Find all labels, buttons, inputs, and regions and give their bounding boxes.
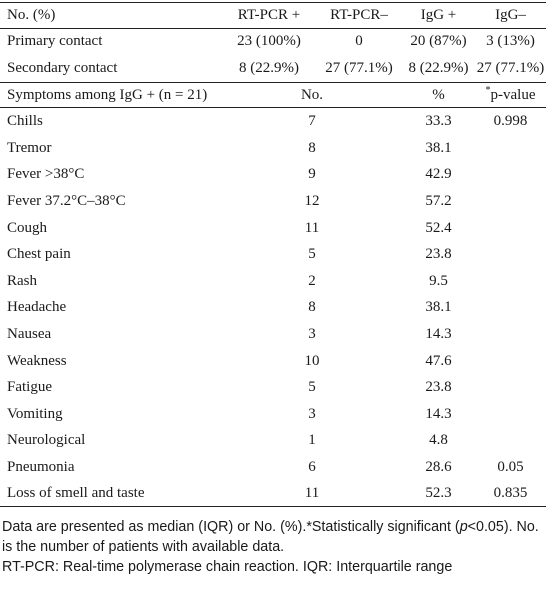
symptom-percent: 57.2 bbox=[425, 192, 452, 209]
contact-label: Secondary contact bbox=[7, 59, 118, 76]
table-row: Chest pain 5 23.8 bbox=[0, 241, 546, 268]
header-igg-negative: IgG– bbox=[495, 6, 526, 23]
table-footnote: Data are presented as median (IQR) or No… bbox=[2, 517, 542, 577]
symptom-header-pvalue: *p-value bbox=[475, 84, 546, 104]
table-row: Headache 8 38.1 bbox=[0, 295, 546, 322]
symptom-count: 11 bbox=[304, 484, 320, 501]
symptom-percent: 33.3 bbox=[425, 113, 452, 130]
table-row: Pneumonia 6 28.6 0.05 bbox=[0, 454, 546, 481]
symptom-label: Loss of smell and taste bbox=[7, 484, 145, 501]
symptom-label: Chest pain bbox=[7, 246, 71, 263]
symptom-percent: 14.3 bbox=[425, 325, 452, 342]
symptom-count: 5 bbox=[308, 246, 316, 263]
symptom-count: 3 bbox=[308, 405, 316, 422]
symptom-label: Tremor bbox=[7, 139, 52, 156]
symptom-count: 12 bbox=[304, 192, 320, 209]
symptom-count: 7 bbox=[308, 113, 316, 130]
symptom-count: 11 bbox=[304, 219, 320, 236]
rt-pcr-positive-value: 8 (22.9%) bbox=[239, 59, 299, 76]
table-row: Tremor 8 38.1 bbox=[0, 135, 546, 162]
symptom-count: 8 bbox=[308, 139, 316, 156]
symptom-pvalue: 0.998 bbox=[493, 113, 528, 130]
pvalue-label: p-value bbox=[490, 86, 536, 103]
table-row: Fever 37.2°C–38°C 12 57.2 bbox=[0, 188, 546, 215]
footnote-text-a: Data are presented as median (IQR) or No… bbox=[2, 519, 460, 535]
igg-positive-value: 20 (87%) bbox=[410, 33, 467, 50]
symptom-percent: 38.1 bbox=[425, 299, 452, 316]
symptom-label: Fever 37.2°C–38°C bbox=[7, 192, 126, 209]
symptom-label: Rash bbox=[7, 272, 37, 289]
results-table: No. (%) RT-PCR + RT-PCR– IgG + IgG– Prim… bbox=[0, 2, 546, 508]
symptom-percent: 47.6 bbox=[425, 352, 452, 369]
header-rt-pcr-positive: RT-PCR + bbox=[237, 6, 301, 23]
table-row: Secondary contact 8 (22.9%) 27 (77.1%) 8 (2… bbox=[0, 55, 546, 82]
contact-rows: Primary contact 23 (100%) 0 20 (87%) 3 (13%)… bbox=[0, 29, 546, 82]
symptom-label: Vomiting bbox=[7, 405, 63, 422]
table-row: Neurological 1 4.8 bbox=[0, 428, 546, 455]
pvalue-asterisk: * bbox=[485, 84, 491, 96]
symptom-label: Headache bbox=[7, 299, 67, 316]
symptom-count: 5 bbox=[308, 379, 316, 396]
footnote-line-2: RT-PCR: Real-time polymerase chain react… bbox=[2, 559, 453, 575]
symptom-pvalue: 0.05 bbox=[497, 458, 524, 475]
rt-pcr-positive-value: 23 (100%) bbox=[237, 33, 301, 50]
footnote-p-italic: p bbox=[459, 519, 468, 535]
symptom-percent: 4.8 bbox=[429, 432, 448, 449]
igg-negative-value: 27 (77.1%) bbox=[476, 59, 545, 76]
table-header-row: No. (%) RT-PCR + RT-PCR– IgG + IgG– bbox=[0, 2, 546, 29]
rt-pcr-negative-value: 0 bbox=[355, 33, 363, 50]
table-row: Nausea 3 14.3 bbox=[0, 321, 546, 348]
symptom-label: Chills bbox=[7, 113, 43, 130]
symptom-percent: 23.8 bbox=[425, 246, 452, 263]
symptom-percent: 23.8 bbox=[425, 379, 452, 396]
contact-label: Primary contact bbox=[7, 33, 103, 50]
symptom-label: Fatigue bbox=[7, 379, 52, 396]
symptom-percent: 28.6 bbox=[425, 458, 452, 475]
footnote-line-1: Data are presented as median (IQR) or No… bbox=[2, 517, 542, 557]
symptom-count: 10 bbox=[304, 352, 320, 369]
symptom-count: 2 bbox=[308, 272, 316, 289]
header-no-percent: No. (%) bbox=[7, 6, 56, 23]
symptom-percent: 42.9 bbox=[425, 166, 452, 183]
symptom-label: Weakness bbox=[7, 352, 67, 369]
symptom-label: Cough bbox=[7, 219, 48, 236]
table-row: Primary contact 23 (100%) 0 20 (87%) 3 (13%) bbox=[0, 29, 546, 56]
table-row: Fatigue 5 23.8 bbox=[0, 374, 546, 401]
symptom-header-label: Symptoms among IgG + (n = 21) bbox=[7, 86, 208, 103]
igg-negative-value: 3 (13%) bbox=[486, 33, 535, 50]
symptom-header-no: No. bbox=[300, 86, 324, 103]
igg-positive-value: 8 (22.9%) bbox=[408, 59, 469, 76]
symptom-label: Pneumonia bbox=[7, 458, 75, 475]
table-row: Fever >38°C 9 42.9 bbox=[0, 162, 546, 189]
symptom-rows: Chills 7 33.3 0.998 Tremor 8 38.1 Fever >38°C 9 4… bbox=[0, 108, 546, 508]
symptom-count: 3 bbox=[308, 325, 316, 342]
table-row: Weakness 10 47.6 bbox=[0, 348, 546, 375]
symptom-percent: 9.5 bbox=[429, 272, 448, 289]
table-row: Vomiting 3 14.3 bbox=[0, 401, 546, 428]
symptom-percent: 52.3 bbox=[425, 484, 452, 501]
symptom-label: Fever >38°C bbox=[7, 166, 85, 183]
symptom-count: 1 bbox=[308, 432, 316, 449]
symptom-label: Nausea bbox=[7, 325, 52, 342]
rt-pcr-negative-value: 27 (77.1%) bbox=[325, 59, 393, 76]
symptom-label: Neurological bbox=[7, 432, 86, 449]
symptom-percent: 14.3 bbox=[425, 405, 452, 422]
symptom-count: 8 bbox=[308, 299, 316, 316]
table-row: Rash 2 9.5 bbox=[0, 268, 546, 295]
symptom-count: 6 bbox=[308, 458, 316, 475]
symptom-percent: 52.4 bbox=[425, 219, 452, 236]
symptom-header-percent: % bbox=[432, 86, 445, 103]
header-rt-pcr-negative: RT-PCR– bbox=[330, 6, 388, 23]
symptom-header-row: Symptoms among IgG + (n = 21) No. % *p-v… bbox=[0, 81, 546, 109]
table-row: Cough 11 52.4 bbox=[0, 215, 546, 242]
symptom-percent: 38.1 bbox=[425, 139, 452, 156]
symptom-pvalue: 0.835 bbox=[493, 484, 528, 501]
table-row: Loss of smell and taste 11 52.3 0.835 bbox=[0, 481, 546, 508]
symptom-count: 9 bbox=[308, 166, 316, 183]
footnote-text-b: <0.05). No. is the number of patients wi… bbox=[2, 519, 539, 555]
header-igg-positive: IgG + bbox=[420, 6, 457, 23]
table-row: Chills 7 33.3 0.998 bbox=[0, 108, 546, 135]
